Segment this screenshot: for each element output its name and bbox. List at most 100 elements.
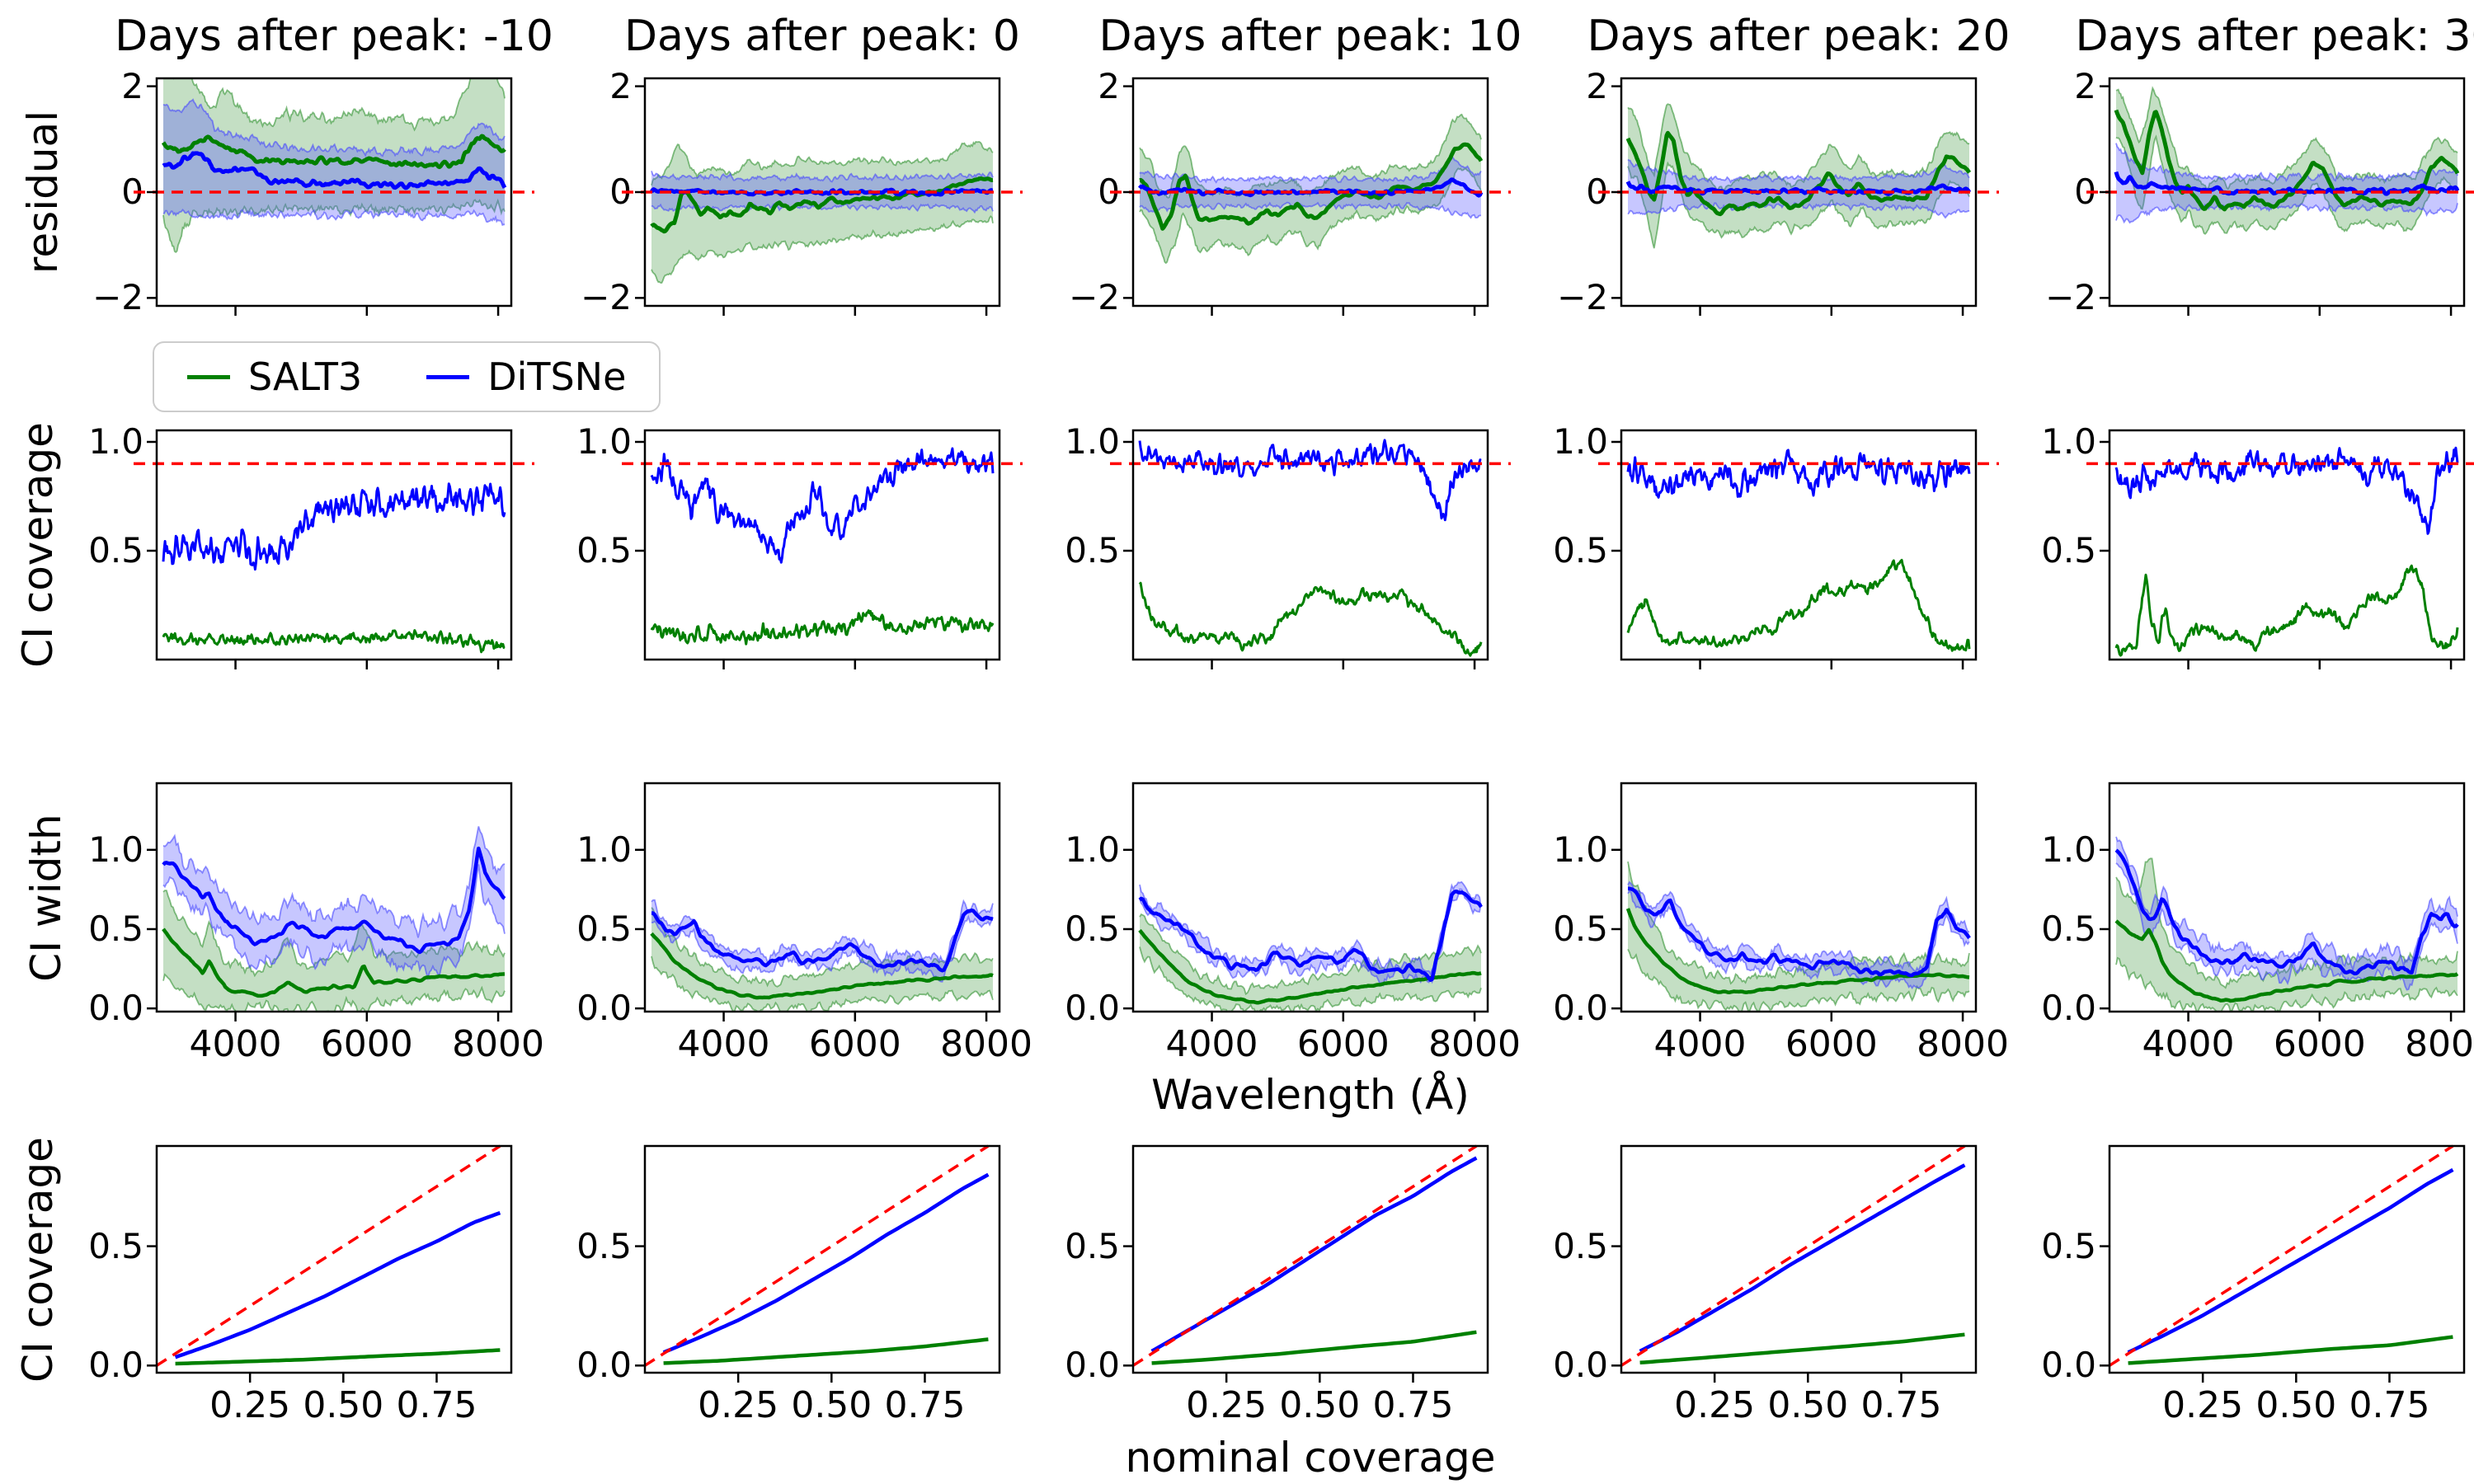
axes-border (643, 1144, 1001, 1374)
ditsne-band-edge (1627, 881, 1970, 974)
salt3-line (175, 1348, 501, 1366)
ytick-label: 0.0 (576, 1345, 632, 1386)
salt3-line (663, 1337, 989, 1365)
ytick-label: −2 (1557, 277, 1608, 318)
ytick-label: 0.0 (2041, 1345, 2096, 1386)
reference-dashed-line (644, 1144, 990, 1367)
column-title: Days after peak: 20 (1587, 12, 2011, 61)
panel-calibration-day--10 (147, 1144, 513, 1383)
xtick-label: 0.25 (1674, 1384, 1756, 1426)
ditsne-band-edge (162, 98, 506, 157)
salt3-line (162, 629, 506, 654)
ytick-label: 1.0 (88, 420, 143, 462)
ytick-label: 0.5 (1065, 908, 1120, 949)
ditsne-band (1628, 882, 1969, 989)
xtick-label: 8000 (940, 1023, 1033, 1065)
ytick-label: 1.0 (1065, 829, 1120, 870)
ditsne-line (162, 151, 507, 190)
ditsne-line (1639, 1163, 1966, 1353)
xtick-label: 8000 (1917, 1023, 2010, 1065)
column-title: Days after peak: 10 (1098, 12, 1522, 61)
xtick-label: 4000 (1165, 1023, 1258, 1065)
ytick-label: 1.0 (2041, 420, 2096, 462)
ytick-label: 0.5 (1065, 1225, 1120, 1266)
column-title: Days after peak: 30 (2075, 12, 2474, 61)
legend: SALT3 DiTSNe (153, 341, 661, 412)
xtick-label: 0.50 (791, 1384, 872, 1426)
panel-calibration-day-10 (1123, 1144, 1489, 1383)
ytick-label: 0 (2074, 171, 2096, 212)
ditsne-band-edge (1139, 888, 1482, 987)
ytick-label: 0 (609, 171, 632, 212)
ditsne-band-edge (1139, 156, 1482, 184)
xtick-label: 0.25 (1186, 1384, 1268, 1426)
ditsne-line (174, 1210, 501, 1360)
xtick-label: 0.25 (698, 1384, 779, 1426)
column-title: Days after peak: -10 (115, 12, 553, 61)
ytick-label: 0.0 (576, 988, 632, 1029)
xtick-label: 8000 (1428, 1023, 1522, 1065)
xtick-label: 4000 (189, 1023, 282, 1065)
salt3-band (651, 141, 993, 284)
ytick-label: 0.0 (88, 1345, 143, 1386)
salt3-band-edge (651, 956, 994, 1012)
xtick-label: 6000 (320, 1023, 413, 1065)
axis-label-nominal-coverage: nominal coverage (1125, 1434, 1496, 1482)
ytick-label: 0.5 (88, 908, 143, 949)
ditsne-band (2116, 836, 2458, 990)
salt3-band (1628, 104, 1969, 249)
ytick-label: 0.0 (88, 988, 143, 1029)
salt3-line (2114, 919, 2459, 1003)
panel-residual-day--10 (134, 77, 534, 316)
salt3-line (1138, 928, 1482, 1005)
axes-border (2108, 782, 2466, 1013)
ditsne-band (1140, 157, 1481, 218)
salt3-line (2114, 564, 2459, 657)
salt3-line (1625, 130, 1972, 217)
xtick-label: 6000 (1296, 1023, 1390, 1065)
xtick-label: 0.25 (209, 1384, 291, 1426)
salt3-line (1639, 1332, 1965, 1365)
ytick-label: 2 (2074, 65, 2096, 106)
ytick-label: 0.5 (576, 529, 632, 571)
salt3-line (162, 928, 506, 998)
salt3-band-edge (162, 973, 506, 1012)
ditsne-line (2114, 848, 2459, 976)
panel-residual-day-30 (2086, 77, 2474, 316)
salt3-band-edge (1139, 913, 1482, 996)
ytick-label: 0.0 (1065, 988, 1120, 1029)
panel-ci-coverage-wavelength-day-30 (2086, 429, 2474, 669)
ytick-label: 0.0 (2041, 988, 2096, 1029)
xtick-label: 4000 (2142, 1023, 2235, 1065)
axes-border (1131, 782, 1489, 1013)
salt3-band-edge (651, 140, 994, 186)
ditsne-band-edge (2115, 862, 2458, 991)
ytick-label: 0.0 (1065, 1345, 1120, 1386)
panel-calibration-day-0 (635, 1144, 1001, 1383)
salt3-band-edge (651, 215, 994, 284)
salt3-line (650, 932, 994, 1000)
xtick-label: 6000 (808, 1023, 901, 1065)
ytick-label: 0 (121, 171, 143, 212)
ytick-label: 0.5 (1553, 908, 1608, 949)
salt3-band (651, 907, 993, 1012)
salt3-line (650, 609, 995, 646)
ytick-label: −2 (92, 277, 143, 318)
axes-border (155, 429, 513, 661)
salt3-line (2114, 109, 2460, 212)
axes-border (1131, 429, 1489, 661)
ytick-label: 0.5 (576, 908, 632, 949)
panel-calibration-day-20 (1611, 1144, 1978, 1383)
legend-label: DiTSNe (487, 355, 627, 399)
axes-border (2108, 1144, 2466, 1374)
axes-border (155, 782, 513, 1013)
salt3-line (1626, 558, 1971, 652)
ytick-label: 1.0 (576, 829, 632, 870)
xtick-label: 6000 (1785, 1023, 1878, 1065)
panel-ci-coverage-wavelength-day--10 (134, 429, 534, 669)
salt3-band (1140, 114, 1481, 263)
reference-dashed-line (1620, 1144, 1966, 1367)
salt3-band-edge (1139, 946, 1482, 1012)
ytick-label: 2 (609, 65, 632, 106)
ditsne-band-edge (1627, 158, 1970, 184)
